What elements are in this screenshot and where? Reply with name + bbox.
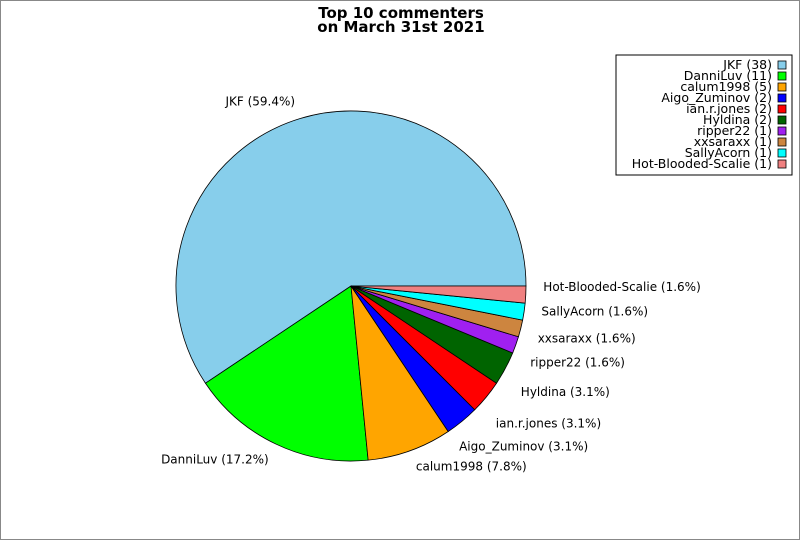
- legend-label-ian-r-jones: ian.r.jones (2): [686, 101, 772, 116]
- chart-title-line-2: on March 31st 2021: [317, 18, 484, 36]
- legend-label-jkf: JKF (38): [722, 57, 772, 72]
- legend-label-danniluv: DanniLuv (11): [684, 68, 772, 83]
- pie-slice-hot-blooded-scalie: [350, 285, 527, 304]
- pie-slice-jkf: [175, 110, 527, 384]
- pie-label-calum1998: calum1998 (7.8%): [416, 460, 527, 474]
- legend-box: [615, 54, 793, 176]
- legend-swatch-calum1998: [777, 82, 787, 92]
- pie-label-ian-r-jones: ian.r.jones (3.1%): [496, 417, 601, 431]
- legend-swatch-xxsaraxx: [777, 137, 787, 147]
- legend-label-ripper22: ripper22 (1): [697, 123, 772, 138]
- legend-label-sallyacorn: SallyAcorn (1): [685, 145, 772, 160]
- chart-title-line-1: Top 10 commenters: [318, 4, 484, 22]
- pie-label-aigo-zuminov: Aigo_Zuminov (3.1%): [459, 439, 588, 453]
- pie-label-jkf: JKF (59.4%): [224, 94, 295, 108]
- pie-label-ripper22: ripper22 (1.6%): [530, 355, 625, 369]
- legend-swatch-danniluv: [777, 71, 787, 81]
- legend-swatch-aigo-zuminov: [777, 93, 787, 103]
- pie-label-hyldina: Hyldina (3.1%): [521, 385, 610, 399]
- legend-label-aigo-zuminov: Aigo_Zuminov (2): [661, 90, 772, 105]
- legend-label-xxsaraxx: xxsaraxx (1): [694, 134, 772, 149]
- legend-label-hyldina: Hyldina (2): [703, 112, 772, 127]
- legend-swatch-ian-r-jones: [777, 104, 787, 114]
- legend-swatch-hot-blooded-scalie: [777, 159, 787, 169]
- legend-swatch-sallyacorn: [777, 148, 787, 158]
- pie-label-hot-blooded-scalie: Hot-Blooded-Scalie (1.6%): [543, 280, 700, 294]
- pie-slices: [175, 110, 527, 462]
- legend-label-calum1998: calum1998 (5): [680, 79, 772, 94]
- legend-swatch-ripper22: [777, 126, 787, 136]
- legend-swatch-jkf: [777, 60, 787, 70]
- pie-label-danniluv: DanniLuv (17.2%): [161, 453, 269, 467]
- pie-label-sallyacorn: SallyAcorn (1.6%): [541, 305, 648, 319]
- pie-labels: JKF (59.4%) DanniLuv (17.2%) calum1998 (7.…: [161, 94, 701, 473]
- legend-label-hot-blooded-scalie: Hot-Blooded-Scalie (1): [632, 156, 772, 171]
- legend-swatch-hyldina: [777, 115, 787, 125]
- pie-label-xxsaraxx: xxsaraxx (1.6%): [538, 331, 636, 345]
- pie-slice-danniluv: [204, 285, 369, 462]
- legend: JKF (38)DanniLuv (11)calum1998 (5)Aigo_Z…: [615, 54, 793, 176]
